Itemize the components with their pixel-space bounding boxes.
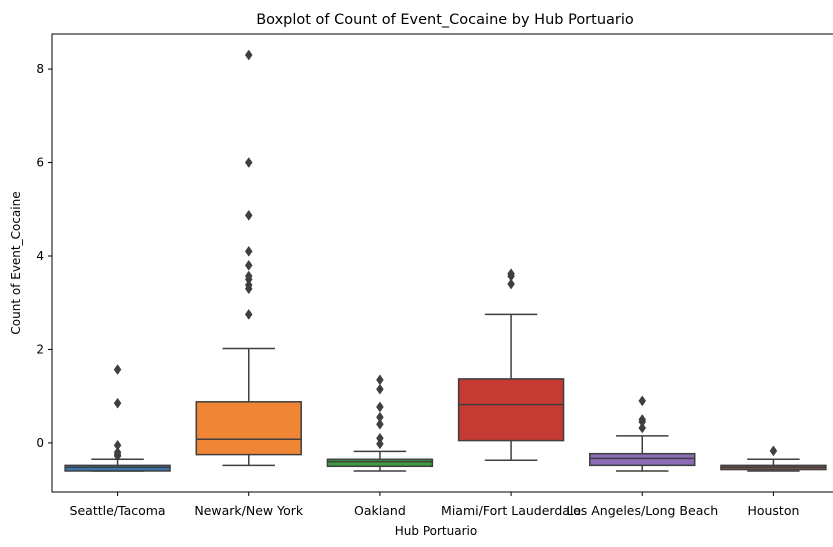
y-tick-label: 0: [36, 436, 44, 450]
x-tick-label: Oakland: [354, 503, 406, 518]
iqr-box: [195, 401, 302, 456]
outlier-point: [376, 438, 384, 450]
outlier-point: [376, 411, 384, 423]
x-tick-label: Miami/Fort Lauderdale: [441, 503, 581, 518]
chart-title: Boxplot of Count of Event_Cocaine by Hub…: [256, 12, 634, 28]
outlier-point: [113, 364, 122, 375]
y-axis-label: Count of Event_Cocaine: [9, 191, 23, 334]
outlier-point: [376, 383, 384, 395]
y-tick-label: 2: [36, 342, 44, 356]
box-group: [195, 49, 302, 467]
outlier-point: [376, 432, 384, 444]
iqr-box: [64, 464, 171, 472]
x-tick-label: Houston: [747, 503, 799, 518]
outlier-point: [244, 279, 253, 291]
x-tick-label: Los Angeles/Long Beach: [566, 503, 718, 518]
plot-frame: [51, 33, 833, 493]
y-tick-label: 6: [36, 156, 44, 170]
outlier-point: [244, 49, 253, 61]
box-group: [326, 374, 434, 472]
outlier-point: [244, 209, 253, 221]
outlier-point: [507, 268, 515, 280]
box-group: [457, 268, 565, 461]
outlier-point: [507, 278, 515, 290]
iqr-box: [589, 452, 696, 467]
x-tick-label: Newark/New York: [194, 503, 304, 518]
outlier-point: [376, 401, 384, 413]
outlier-point: [376, 418, 384, 430]
outlier-point: [638, 422, 647, 434]
outlier-point: [113, 450, 122, 462]
outlier-point: [769, 445, 778, 457]
x-tick-label: Seattle/Tacoma: [70, 503, 166, 518]
outlier-point: [113, 397, 122, 409]
outlier-point: [244, 270, 253, 282]
iqr-box: [457, 378, 565, 442]
outlier-point: [638, 395, 647, 407]
outlier-point: [244, 308, 253, 320]
iqr-box: [326, 458, 434, 468]
outlier-point: [244, 245, 253, 257]
outlier-point: [244, 157, 253, 168]
box-group: [64, 364, 171, 472]
outlier-point: [376, 374, 384, 386]
x-axis-label: Hub Portuario: [395, 524, 477, 538]
outlier-point: [244, 259, 253, 271]
outlier-point: [638, 414, 647, 425]
box-group: [589, 395, 696, 472]
y-tick-label: 4: [36, 249, 44, 263]
y-axis: 0 2 4 6 8: [36, 62, 52, 450]
x-axis: Seattle/Tacoma Newark/New York Oakland Miam…: [70, 492, 799, 518]
y-tick-label: 8: [36, 62, 44, 76]
plot-area: [64, 49, 827, 472]
box-group: [720, 445, 827, 472]
